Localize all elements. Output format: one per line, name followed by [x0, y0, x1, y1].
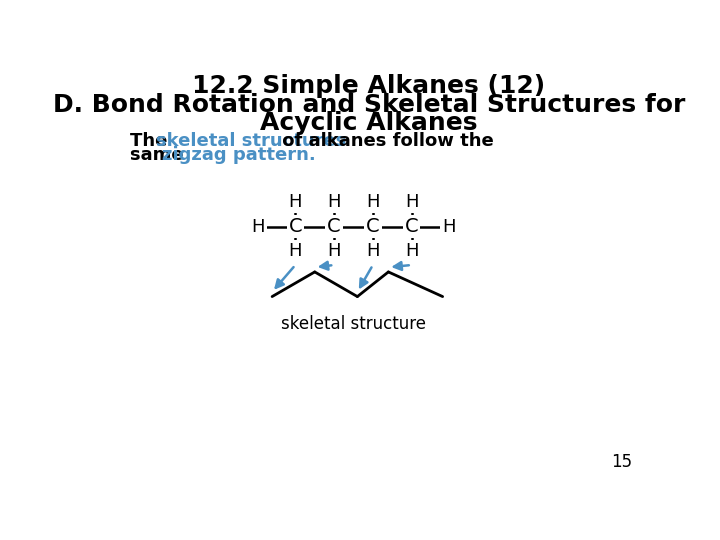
Text: H: H [366, 242, 379, 260]
Text: skeletal structures: skeletal structures [156, 132, 346, 150]
Text: H: H [289, 193, 302, 211]
Text: 15: 15 [611, 454, 632, 471]
Text: H: H [405, 242, 418, 260]
Text: same: same [130, 146, 190, 164]
Text: C: C [328, 217, 341, 236]
Text: H: H [251, 218, 265, 235]
Text: The: The [130, 132, 174, 150]
Text: of alkanes follow the: of alkanes follow the [276, 132, 494, 150]
Text: H: H [328, 242, 341, 260]
Text: zigzag pattern.: zigzag pattern. [162, 146, 316, 164]
Text: H: H [405, 193, 418, 211]
Text: Acyclic Alkanes: Acyclic Alkanes [260, 111, 478, 135]
Text: H: H [366, 193, 379, 211]
Text: skeletal structure: skeletal structure [281, 315, 426, 333]
Text: C: C [366, 217, 379, 236]
Text: C: C [405, 217, 418, 236]
Text: C: C [289, 217, 302, 236]
Text: H: H [289, 242, 302, 260]
Text: H: H [328, 193, 341, 211]
Text: H: H [442, 218, 456, 235]
Text: D. Bond Rotation and Skeletal Structures for: D. Bond Rotation and Skeletal Structures… [53, 92, 685, 117]
Text: 12.2 Simple Alkanes (12): 12.2 Simple Alkanes (12) [192, 74, 546, 98]
